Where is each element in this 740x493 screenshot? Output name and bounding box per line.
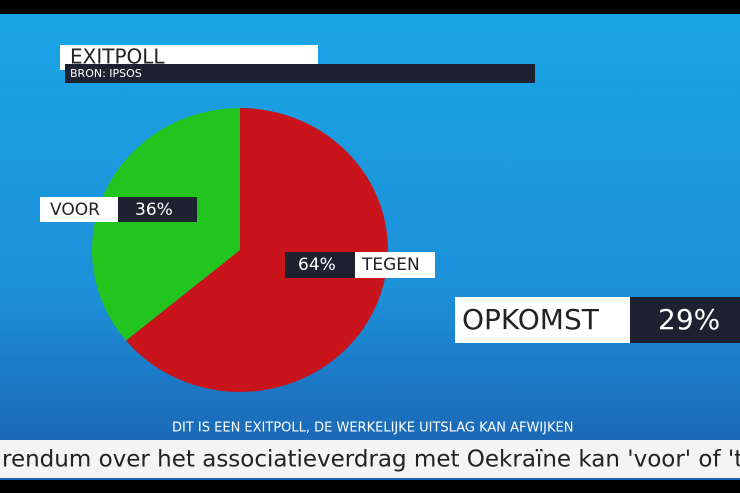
annotation-box <box>630 297 740 343</box>
value-box <box>118 197 197 222</box>
value-label: 64% <box>298 255 336 275</box>
pie-slice <box>92 108 241 341</box>
annotation: 29% <box>658 303 720 336</box>
pie-slice <box>125 108 388 392</box>
subtitle-box <box>65 64 535 83</box>
annotation: OPKOMST <box>462 303 600 336</box>
pie <box>92 108 388 392</box>
legend-label: TEGEN <box>361 255 420 275</box>
ticker-bar <box>0 440 740 478</box>
ticker: rendum over het associatieverdrag met Oe… <box>2 447 740 473</box>
footer: DIT IS EEN EXITPOLL, DE WERKELIJKE UITSL… <box>172 421 573 436</box>
label-box <box>355 252 435 278</box>
legend-label: VOOR <box>50 200 100 220</box>
annotation-box <box>455 297 630 343</box>
value-label: 36% <box>135 200 173 220</box>
label-box <box>40 197 118 222</box>
subtitle: BRON: IPSOS <box>70 67 142 80</box>
value-box <box>285 252 355 278</box>
